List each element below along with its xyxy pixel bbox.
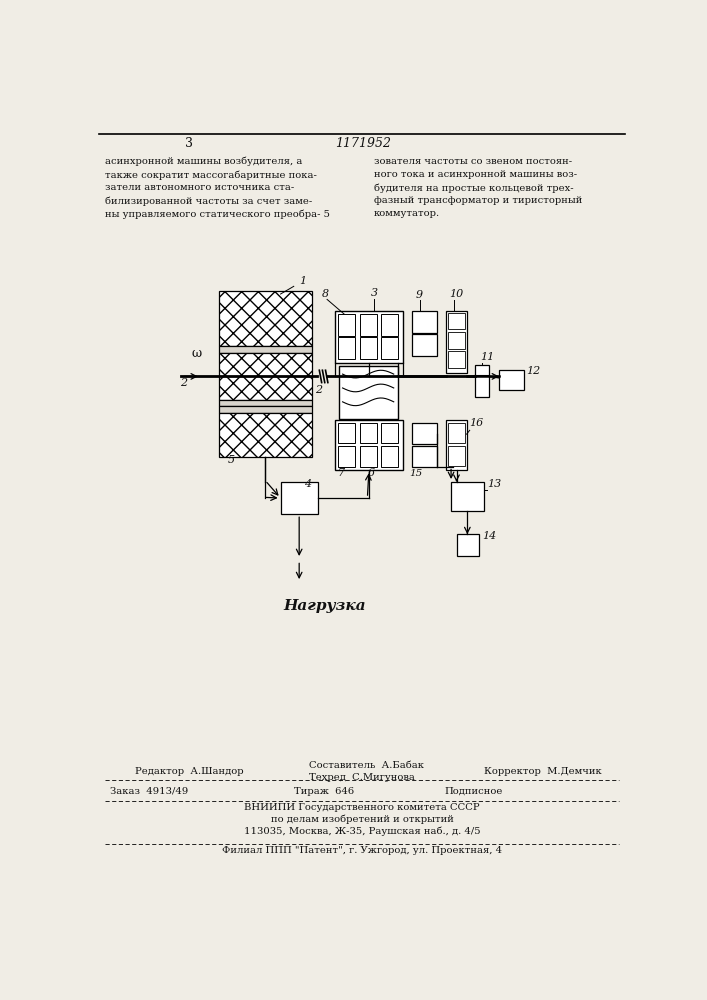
Bar <box>448 332 465 349</box>
Text: 13: 13 <box>486 479 501 489</box>
Bar <box>381 423 398 443</box>
Bar <box>360 337 377 359</box>
Bar <box>338 423 355 443</box>
Bar <box>499 370 524 390</box>
Bar <box>335 311 403 363</box>
Bar <box>446 420 467 470</box>
Text: 8: 8 <box>322 289 329 299</box>
Text: 3: 3 <box>185 137 193 150</box>
Bar <box>218 400 312 406</box>
Text: 113035, Москва, Ж-35, Раушская наб., д. 4/5: 113035, Москва, Ж-35, Раушская наб., д. … <box>244 826 480 836</box>
Bar <box>218 346 312 353</box>
Text: коммутатор.: коммутатор. <box>373 209 440 218</box>
Text: Заказ  4913/49: Заказ 4913/49 <box>110 787 188 796</box>
Bar <box>412 423 437 444</box>
Text: 10: 10 <box>449 289 463 299</box>
Bar <box>448 423 465 443</box>
Text: 1171952: 1171952 <box>334 137 391 150</box>
Text: 7: 7 <box>338 468 345 478</box>
Bar <box>412 311 437 333</box>
Bar <box>448 446 465 466</box>
Bar <box>338 337 355 359</box>
Text: ВНИИПИ Государственного комитета СССР: ВНИИПИ Государственного комитета СССР <box>244 803 480 812</box>
Text: 5: 5 <box>228 455 235 465</box>
Bar <box>381 446 398 466</box>
Text: Техред  С.Мигунова: Техред С.Мигунова <box>309 773 415 782</box>
Text: 14: 14 <box>482 531 496 541</box>
Bar <box>446 311 467 373</box>
Text: зователя частоты со звеном постоян-: зователя частоты со звеном постоян- <box>373 157 572 166</box>
Text: 15: 15 <box>409 469 423 478</box>
Text: 2: 2 <box>180 378 187 388</box>
Text: ны управляемого статического преобра- 5: ны управляемого статического преобра- 5 <box>105 209 330 219</box>
Bar <box>451 482 484 511</box>
Bar <box>218 353 312 400</box>
Bar <box>338 446 355 466</box>
Bar <box>335 420 403 470</box>
Text: Нагрузка: Нагрузка <box>284 599 366 613</box>
Text: 16: 16 <box>469 418 484 428</box>
Bar <box>381 314 398 336</box>
Bar <box>360 423 377 443</box>
Text: Филиал ППП "Патент", г. Ужгород, ул. Проектная, 4: Филиал ППП "Патент", г. Ужгород, ул. Про… <box>222 846 502 855</box>
Text: 3: 3 <box>371 288 378 298</box>
Bar <box>218 291 312 346</box>
Text: асинхронной машины возбудителя, а: асинхронной машины возбудителя, а <box>105 157 303 166</box>
Text: также сократит массогабаритные пока-: также сократит массогабаритные пока- <box>105 170 317 180</box>
Bar <box>360 314 377 336</box>
Text: ного тока и асинхронной машины воз-: ного тока и асинхронной машины воз- <box>373 170 577 179</box>
Text: по делам изобретений и открытий: по делам изобретений и открытий <box>271 815 453 824</box>
Text: 4: 4 <box>304 479 311 489</box>
Bar <box>360 446 377 466</box>
Text: 12: 12 <box>526 366 540 376</box>
Bar <box>412 334 437 356</box>
Text: Корректор  М.Демчик: Корректор М.Демчик <box>484 767 602 776</box>
Bar <box>218 406 312 413</box>
Text: фазный трансформатор и тиристорный: фазный трансформатор и тиристорный <box>373 196 582 205</box>
Text: Подписное: Подписное <box>445 787 503 796</box>
Text: Составитель  А.Бабак: Составитель А.Бабак <box>309 761 424 770</box>
Bar <box>457 534 479 556</box>
Bar <box>339 366 397 419</box>
Text: билизированной частоты за счет заме-: билизированной частоты за счет заме- <box>105 196 312 206</box>
Text: 1: 1 <box>299 276 306 286</box>
Bar <box>448 312 465 329</box>
Text: Тираж  646: Тираж 646 <box>293 787 354 796</box>
Bar <box>412 446 437 467</box>
Bar <box>381 337 398 359</box>
Bar <box>281 482 317 514</box>
Text: будителя на простые кольцевой трех-: будителя на простые кольцевой трех- <box>373 183 573 193</box>
Text: ω: ω <box>192 347 201 360</box>
Text: Редактор  А.Шандор: Редактор А.Шандор <box>135 767 243 776</box>
Bar <box>338 314 355 336</box>
Text: 6: 6 <box>368 468 375 478</box>
Text: затели автономного источника ста-: затели автономного источника ста- <box>105 183 295 192</box>
Bar <box>218 413 312 457</box>
Text: 2: 2 <box>315 385 322 395</box>
Bar <box>475 365 489 397</box>
Bar <box>448 351 465 368</box>
Text: 9: 9 <box>416 290 423 300</box>
Text: 11: 11 <box>481 352 495 362</box>
